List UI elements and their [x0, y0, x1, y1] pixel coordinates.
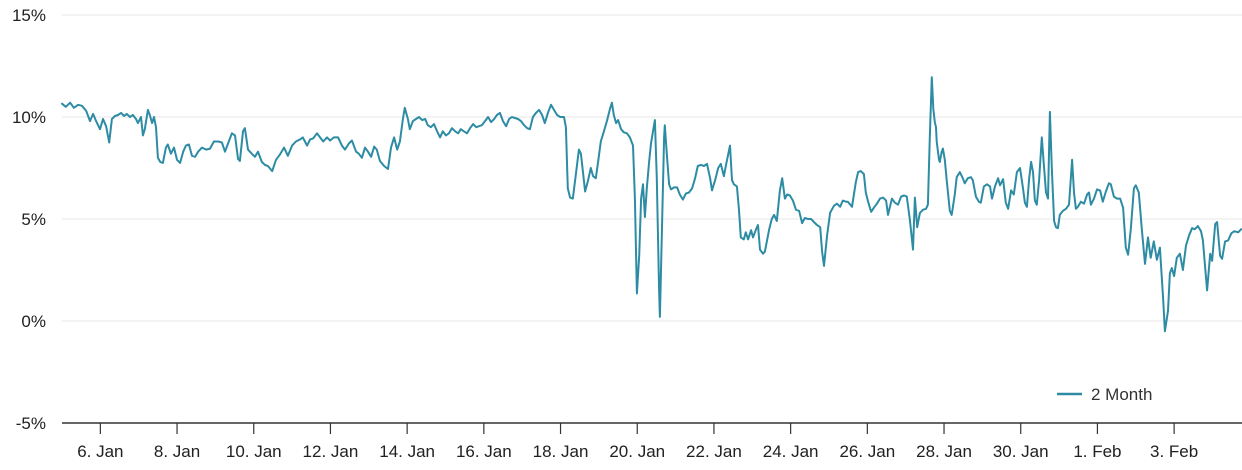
series-line-2-month[interactable] [61, 76, 1242, 333]
legend-label-2-month[interactable]: 2 Month [1091, 385, 1152, 404]
x-axis-label: 24. Jan [763, 442, 819, 461]
legend[interactable]: 2 Month [1057, 385, 1152, 404]
x-axis-label: 18. Jan [533, 442, 589, 461]
x-axis-label: 26. Jan [839, 442, 895, 461]
y-axis-label: -5% [16, 414, 46, 433]
y-axis-label: 5% [21, 210, 46, 229]
x-axis-label: 28. Jan [916, 442, 972, 461]
x-axis [62, 422, 1242, 434]
x-axis-label: 14. Jan [379, 442, 435, 461]
x-axis-label: 16. Jan [456, 442, 512, 461]
gridlines [62, 14, 1242, 322]
x-axis-label: 30. Jan [993, 442, 1049, 461]
x-axis-label: 3. Feb [1150, 442, 1198, 461]
x-axis-label: 10. Jan [226, 442, 282, 461]
x-axis-label: 8. Jan [154, 442, 200, 461]
x-axis-label: 22. Jan [686, 442, 742, 461]
y-axis-labels: 15% 10% 5% 0% -5% [12, 6, 46, 433]
x-axis-label: 1. Feb [1073, 442, 1121, 461]
x-axis-label: 12. Jan [303, 442, 359, 461]
y-axis-label: 0% [21, 312, 46, 331]
y-axis-label: 15% [12, 6, 46, 25]
x-axis-labels: 6. Jan 8. Jan 10. Jan 12. Jan 14. Jan 16. Jan… [77, 442, 1198, 461]
x-axis-label: 20. Jan [609, 442, 665, 461]
y-axis-label: 10% [12, 108, 46, 127]
x-axis-label: 6. Jan [77, 442, 123, 461]
